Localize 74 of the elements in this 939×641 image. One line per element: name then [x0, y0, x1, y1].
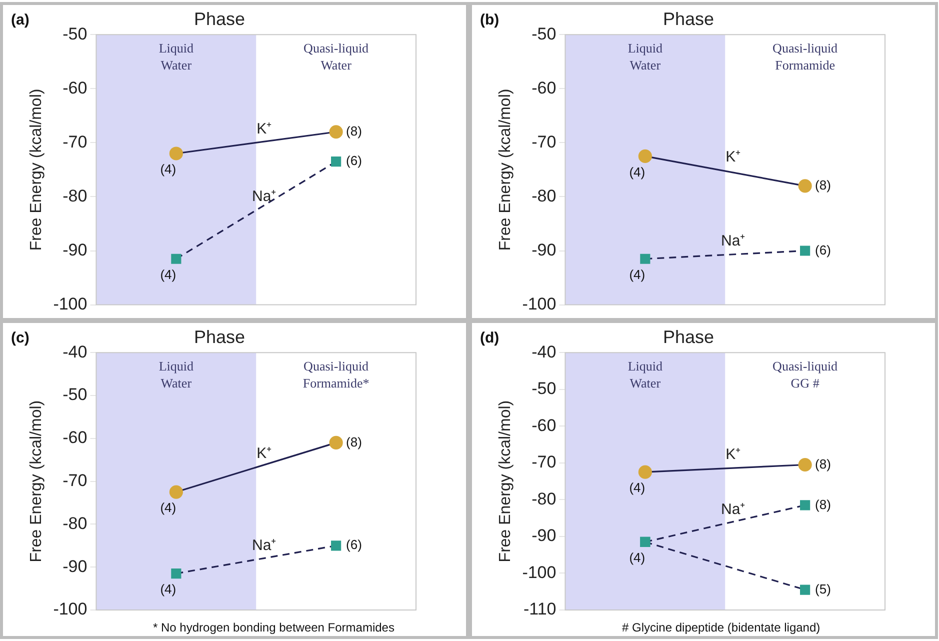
text: (c) [11, 330, 30, 347]
series-label: K⁺ [726, 446, 741, 464]
text: (d) [480, 330, 500, 347]
y-tick-label: -80 [532, 489, 556, 508]
chart-title: Phase [662, 8, 714, 29]
chart-title: Phase [662, 326, 714, 347]
y-tick-label: -40 [62, 342, 88, 362]
annotation: (8) [815, 456, 831, 472]
y-tick-label: -50 [532, 24, 556, 44]
x-tick-label: Quasi-liquid Formamide [772, 40, 838, 73]
series-label: Na⁺ [721, 232, 746, 250]
y-tick-label: -40 [532, 342, 556, 362]
y-tick-label: -70 [62, 470, 88, 490]
annotation: (4) [629, 550, 646, 566]
x-tick-label: Liquid Water [158, 40, 194, 73]
annotation: (4) [629, 480, 646, 496]
y-tick-label: -70 [532, 132, 556, 152]
y-tick-label: -50 [62, 24, 88, 44]
y-tick-label: -80 [62, 186, 88, 206]
series-label: Na⁺ [721, 501, 746, 518]
annotation: (8) [346, 434, 362, 450]
annotation: (5) [815, 581, 831, 596]
series-label: Na⁺ [252, 188, 276, 205]
annotation: (6) [815, 242, 831, 258]
y-tick-label: -50 [532, 379, 556, 398]
y-tick-label: -60 [532, 78, 556, 98]
y-tick-label: -100 [53, 294, 88, 314]
y-tick-label: -60 [532, 416, 556, 435]
y-tick-label: -60 [62, 78, 88, 98]
chart-title: Phase [194, 326, 246, 347]
y-tick-label: -110 [523, 600, 556, 619]
x-tick-label: Liquid Water [158, 358, 194, 391]
x-tick-label: Liquid Water [628, 358, 663, 391]
annotation: (4) [629, 266, 646, 282]
y-tick-label: -80 [62, 514, 88, 533]
x-tick-label: Quasi-liquid Water [304, 40, 370, 73]
text: # Glycine dipeptide (bidentate ligand) [622, 620, 820, 634]
annotation: (6) [346, 537, 362, 552]
x-tick-label: Quasi-liquid GG # [772, 358, 838, 391]
y-tick-label: -80 [532, 186, 556, 206]
annotation: (4) [160, 266, 176, 282]
series-label: Na⁺ [252, 537, 276, 554]
annotation: (8) [815, 177, 831, 192]
text: (b) [480, 12, 500, 29]
y-tick-label: -50 [62, 385, 88, 404]
series-label: K⁺ [256, 120, 272, 138]
y-axis-title: Free Energy (kcal/mol) [497, 88, 514, 251]
y-tick-label: -100 [522, 562, 556, 582]
y-tick-label: -70 [62, 132, 88, 152]
series-label: K⁺ [726, 148, 741, 166]
annotation: (4) [160, 162, 176, 177]
y-tick-label: -90 [532, 240, 556, 260]
annotation: (4) [160, 500, 176, 516]
text: (a) [11, 12, 30, 29]
text: * No hydrogen bonding between Formamides [153, 620, 394, 634]
annotation: (8) [815, 496, 831, 512]
y-axis-title: Free Energy (kcal/mol) [497, 400, 514, 562]
y-tick-label: -90 [62, 556, 88, 576]
annotation: (4) [629, 164, 646, 180]
y-tick-label: -100 [53, 600, 88, 619]
y-tick-label: -90 [62, 240, 88, 260]
series-label: K⁺ [256, 445, 272, 462]
annotation: (4) [160, 582, 176, 597]
x-tick-label: Liquid Water [628, 40, 663, 73]
annotation: (8) [346, 123, 362, 138]
y-tick-label: -90 [532, 526, 556, 546]
y-tick-label: -60 [62, 428, 88, 448]
annotation: (6) [346, 153, 362, 168]
x-tick-label: Quasi-liquid Formamide* [302, 358, 370, 391]
y-tick-label: -70 [532, 452, 556, 472]
y-tick-label: -100 [522, 294, 556, 314]
y-axis-title: Free Energy (kcal/mol) [28, 400, 46, 562]
chart-title: Phase [194, 8, 246, 29]
y-axis-title: Free Energy (kcal/mol) [28, 88, 46, 251]
